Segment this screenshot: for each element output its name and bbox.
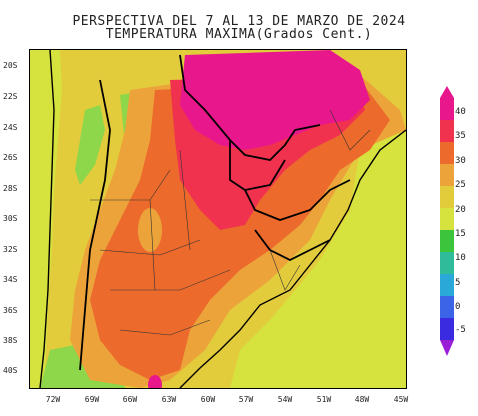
field-10-15-andes <box>75 105 105 185</box>
lon-label-66w: 66W <box>122 395 138 404</box>
colorbar-segment-15-20 <box>440 208 454 230</box>
colorbar-label-40: 40 <box>455 107 466 117</box>
coastlines <box>39 50 406 388</box>
colorbar-segment-minus5-0 <box>440 296 454 318</box>
field-30-35 <box>90 80 390 380</box>
lat-label-22s: 22S <box>3 92 18 101</box>
lat-label-40s: 40S <box>3 366 18 375</box>
lat-label-38s: 38S <box>3 336 18 345</box>
colorbar-segment-5-10 <box>440 252 454 274</box>
lon-label-60w: 60W <box>200 395 216 404</box>
colorbar-segment-40plus <box>440 98 454 120</box>
lat-label-32s: 32S <box>3 245 18 254</box>
lon-label-63w: 63W <box>161 395 177 404</box>
colorbar-segment-10-15 <box>440 230 454 252</box>
colorbar-label-10: 10 <box>455 253 466 263</box>
colorbar-segment-below-minus5 <box>440 318 454 340</box>
colorbar-segment-25-30 <box>440 164 454 186</box>
lon-label-51w: 51W <box>316 395 332 404</box>
lat-label-36s: 36S <box>3 306 18 315</box>
colorbar-segment-30-35 <box>440 142 454 164</box>
lat-label-34s: 34S <box>3 275 18 284</box>
lon-label-45w: 45W <box>393 395 409 404</box>
colorbar-label-30: 30 <box>455 156 466 166</box>
lat-label-20s: 20S <box>3 61 18 70</box>
colorbar-label-20: 20 <box>455 205 466 215</box>
country-borders <box>79 54 351 371</box>
temperature-map <box>29 49 407 389</box>
colorbar-segment-20-25 <box>440 186 454 208</box>
map-title: PERSPECTIVA DEL 7 AL 13 DE MARZO DE 2024 <box>72 14 406 29</box>
lon-label-48w: 48W <box>354 395 370 404</box>
colorbar-label-25: 25 <box>455 180 466 190</box>
field-patch-cool <box>138 208 162 252</box>
colorbar-bottom-arrow <box>440 340 454 356</box>
lat-label-28s: 28S <box>3 184 18 193</box>
colorbar-segment-35-40 <box>440 120 454 142</box>
province-borders <box>90 109 371 336</box>
field-patch-hot <box>148 375 162 388</box>
lon-label-72w: 72W <box>45 395 61 404</box>
lon-label-57w: 57W <box>238 395 254 404</box>
lon-label-54w: 54W <box>277 395 293 404</box>
colorbar-label-minus5: -5 <box>455 325 466 335</box>
colorbar-label-5: 5 <box>455 278 461 288</box>
temperature-field <box>30 50 406 388</box>
colorbar <box>440 86 454 356</box>
colorbar-label-0: 0 <box>455 302 461 312</box>
colorbar-label-35: 35 <box>455 131 466 141</box>
field-15-20-ocean <box>230 130 406 388</box>
map-subtitle: TEMPERATURA MAXIMA(Grados Cent.) <box>105 27 373 42</box>
colorbar-label-15: 15 <box>455 229 466 239</box>
field-15-20-west <box>30 50 62 388</box>
lon-label-69w: 69W <box>84 395 100 404</box>
field-40-plus <box>180 50 370 150</box>
lat-label-24s: 24S <box>3 123 18 132</box>
lat-label-30s: 30S <box>3 214 18 223</box>
colorbar-top-arrow <box>440 86 454 98</box>
colorbar-segment-0-5 <box>440 274 454 296</box>
lat-label-26s: 26S <box>3 153 18 162</box>
